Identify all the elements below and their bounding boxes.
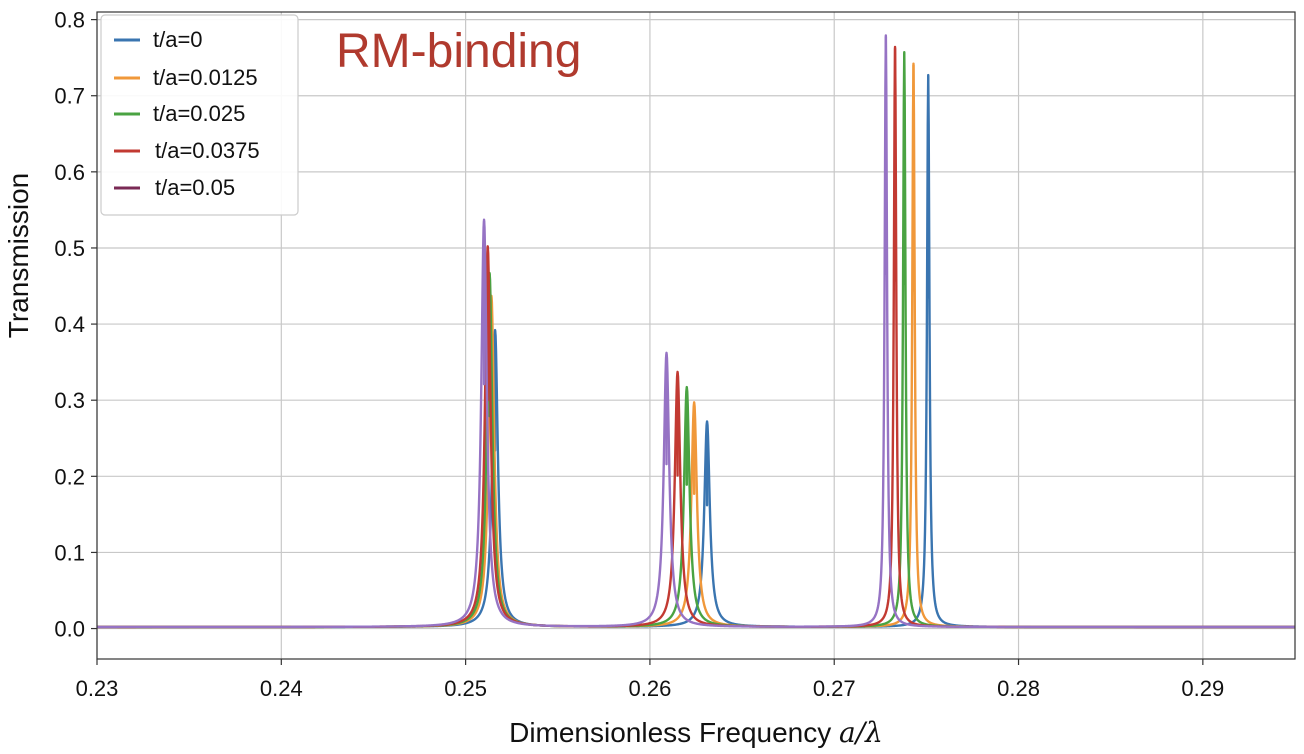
legend: t/a=0 t/a=0.0125 t/a=0.025 t/a=0.0375 t/a=0.… [100,14,299,216]
x-tick-label: 0.25 [444,676,487,701]
x-tick-label: 0.27 [813,676,856,701]
y-axis-ticks: 0.0 0.1 0.2 0.3 0.4 0.5 0.6 0.7 0.8 [54,8,97,642]
x-tick-label: 0.24 [260,676,303,701]
series-line [96,34,1296,629]
y-tick-label: 0.5 [54,236,85,261]
legend-label: t/a=0.0375 [155,138,260,163]
x-axis-label: Dimensionless Frequency a/λ [509,716,883,749]
y-axis-label: Transmission [3,173,34,338]
x-tick-label: 0.23 [76,676,119,701]
legend-label: t/a=0.0125 [153,65,258,90]
plot-frame [96,11,1296,660]
y-tick-label: 0.2 [54,464,85,489]
x-axis-ticks: 0.23 0.24 0.25 0.26 0.27 0.28 0.29 [76,659,1224,701]
x-tick-label: 0.26 [629,676,672,701]
legend-box [100,14,299,216]
grid [96,12,1295,659]
chart-annotation: RM-binding [336,25,581,78]
x-axis-label-text: Dimensionless Frequency [509,717,839,748]
legend-label: t/a=0.025 [153,101,245,126]
y-tick-label: 0.1 [54,540,85,565]
y-tick-label: 0.6 [54,160,85,185]
x-tick-label: 0.29 [1181,676,1224,701]
x-tick-label: 0.28 [997,676,1040,701]
y-tick-label: 0.8 [54,8,85,33]
series-lines [96,34,1296,629]
y-tick-label: 0.7 [54,84,85,109]
y-tick-label: 0.3 [54,388,85,413]
y-tick-label: 0.4 [54,312,85,337]
y-tick-label: 0.0 [54,617,85,642]
x-axis-label-math: a/λ [839,716,883,749]
legend-label: t/a=0.05 [155,175,235,200]
legend-label: t/a=0 [153,27,203,52]
